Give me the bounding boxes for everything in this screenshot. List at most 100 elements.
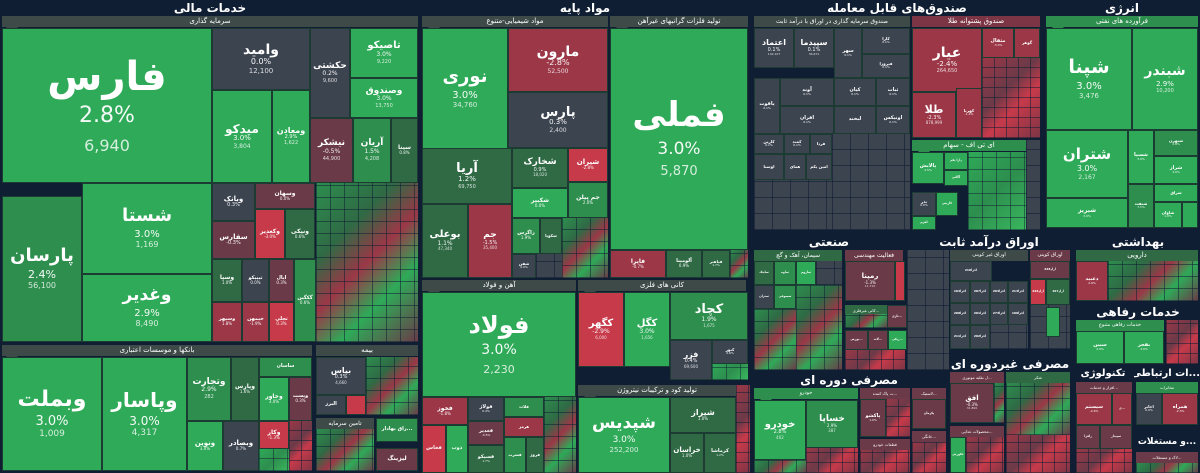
tile-jam[interactable]: جم -1.5% 35,400 xyxy=(468,204,512,278)
tile-vanovin[interactable]: ونوین 3.0% xyxy=(187,421,223,471)
tile-sistem[interactable]: سیستم -2.6% xyxy=(1076,393,1112,425)
tile-kogohar[interactable]: کگهر -2.9% 6,000 xyxy=(578,292,624,367)
tile-hekashti[interactable]: حکشتی 0.2% 9,600 xyxy=(310,28,350,118)
tile-bekab[interactable]: پکرمان xyxy=(912,399,946,429)
tile-vasafars[interactable]: سفارس -0.3% xyxy=(212,221,255,259)
tile-afrz213[interactable]: اخزا213 xyxy=(1008,281,1028,303)
tile-sepidma[interactable]: سپیدما 0.1% 36,672 xyxy=(794,28,834,68)
tile-afrz201[interactable]: اخزا201 xyxy=(970,303,990,325)
tile-shapna[interactable]: شپنا 3.0% 3,476 xyxy=(1046,28,1132,130)
tile-shatran[interactable]: شتران 3.0% 2,167 xyxy=(1046,130,1128,198)
tile-famaki[interactable]: فسپکو 1.7% xyxy=(468,445,504,473)
tile-shesh[interactable]: شفن 0.0% xyxy=(512,254,536,278)
tile-vakar[interactable]: وکار -1.3% xyxy=(259,421,289,449)
tile-kachad[interactable]: کچاد 1.9% 1,675 xyxy=(670,292,748,340)
tile-shekbir[interactable]: شکبیر 0.0% xyxy=(512,188,568,218)
tile-rafah[interactable]: رافزا xyxy=(1076,425,1100,449)
tile-bahas[interactable]: بپاس 0.3% 4,660 xyxy=(316,357,366,395)
tile-mosaic-fi-left[interactable] xyxy=(907,250,949,370)
tile-tipiko[interactable]: تیپیکو 0.0% xyxy=(242,259,269,302)
tile-afrz104[interactable]: اخزا104 xyxy=(950,281,970,303)
tile-tala[interactable]: طلا -2.3% 878,999 xyxy=(912,92,956,138)
tile-sarom[interactable]: ساروم xyxy=(796,261,816,285)
tile-sipp[interactable]: ...ی xyxy=(1112,393,1132,425)
tile-afrz204[interactable]: اخزا204 xyxy=(990,281,1008,303)
tile-shavan[interactable]: شاوان 1.0% xyxy=(1154,202,1182,228)
tile-harmoz[interactable]: هرمز xyxy=(504,417,544,437)
tile-dara[interactable]: دارا یکم xyxy=(944,152,968,170)
tile-afrz208[interactable]: اخزا208 xyxy=(950,303,970,325)
tile-fameli[interactable]: فملی 3.0% 5,870 xyxy=(610,28,748,250)
tile-hamrah[interactable]: همراه -2.3% xyxy=(1162,393,1198,425)
tile-zob[interactable]: ذوب xyxy=(446,425,468,473)
tile-vapars[interactable]: وپارس 1.6% xyxy=(231,357,259,421)
tile-leasing[interactable]: لیزینگ xyxy=(376,448,418,471)
tile-maroun[interactable]: مارون -2.8% 52,500 xyxy=(508,28,608,92)
tile-vsapa[interactable]: وسپا 1.0% xyxy=(212,259,242,302)
tile-arad167[interactable]: اراد167 xyxy=(1046,279,1070,305)
tile-tapico[interactable]: تاصیکو 3.0% 9,220 xyxy=(350,28,418,78)
tile-dabid[interactable]: دعبید 2.9% xyxy=(1076,261,1108,301)
tile-karin[interactable]: کارین 0.1% xyxy=(754,134,784,154)
tile-ayar[interactable]: عیار -2.4% 264,650 xyxy=(912,28,982,92)
tile-folaj[interactable]: فولاژ 0.4% xyxy=(468,397,504,421)
tile-arian[interactable]: آریان 1.5% 4,208 xyxy=(353,118,391,183)
tile-mosaic-investment-small[interactable] xyxy=(316,183,418,342)
tile-mosaic-cement-3[interactable] xyxy=(816,261,842,285)
tile-afrz210[interactable]: اخزا210 xyxy=(950,261,992,281)
tile-arad226[interactable]: اراد226 xyxy=(1030,279,1046,305)
tile-shapdis[interactable]: شپدیس 3.0% 252,200 xyxy=(578,397,670,473)
tile-mosaic-tech[interactable] xyxy=(1076,449,1132,473)
tile-alumina[interactable]: آلومینا 0.9% xyxy=(666,250,702,278)
tile-mosaic-auto-2[interactable] xyxy=(754,460,806,473)
tile-mosaic-etf-right[interactable] xyxy=(1026,140,1040,230)
tile-mosaic-auto[interactable] xyxy=(806,448,858,473)
tile-hemal[interactable]: همای xyxy=(784,154,806,180)
tile-mosaic-non-coupon[interactable] xyxy=(990,325,1028,349)
tile-mosaic-capital-supply[interactable] xyxy=(316,429,374,471)
tile-mosaic-sugar[interactable] xyxy=(1006,383,1070,435)
tile-vamid[interactable]: وامید 0.0% 12,100 xyxy=(212,28,310,90)
tile-kian[interactable]: کیان 0.1% xyxy=(834,78,876,106)
tile-pars[interactable]: پارس 0.3% 2,400 xyxy=(508,92,608,148)
tile-shafan[interactable]: شنفت 7.1% xyxy=(1128,184,1154,228)
tile-shabriz[interactable]: شبریز 3.0% xyxy=(1046,198,1128,228)
tile-mosaic-chem-2[interactable] xyxy=(536,254,562,278)
tile-mosaic-industrial-misc[interactable] xyxy=(845,350,905,370)
tile-afran[interactable]: افران 0.1% xyxy=(780,106,834,134)
tile-pakhsho[interactable]: پاکشو 1.0% xyxy=(860,399,886,437)
tile-arya[interactable]: آریا 1.2% 69,750 xyxy=(422,148,512,204)
tile-vabsader[interactable]: وبصادر 0.7% xyxy=(223,421,259,471)
tile-mosaic-food[interactable] xyxy=(966,437,1004,473)
tile-vaghadir[interactable]: وغدیر 2.9% 8,490 xyxy=(82,274,212,342)
tile-mosaic-basic-right[interactable] xyxy=(736,385,750,473)
tile-shasta[interactable]: شستا 3.0% 1,169 xyxy=(82,183,212,274)
tile-kariz[interactable]: کاریس xyxy=(936,192,958,216)
tile-saitak[interactable]: سایتک xyxy=(754,261,774,285)
tile-bourse[interactable]: ...بورس xyxy=(845,330,868,350)
tile-shakoya[interactable]: شکویا xyxy=(540,218,562,254)
tile-kamand[interactable]: کمند 0.1% xyxy=(784,134,810,154)
tile-afgh[interactable]: افق -0.3% 31,800 xyxy=(950,383,994,423)
tile-ferrou[interactable]: فروژ xyxy=(526,437,544,473)
tile-sabat[interactable]: ثبات 0.1% xyxy=(876,78,910,106)
tile-asam[interactable]: اهرم xyxy=(912,216,936,230)
tile-mosaic-nonmetal[interactable] xyxy=(845,314,887,328)
tile-faghadir[interactable]: فغدیر -0.5% xyxy=(468,421,504,445)
tile-arad228[interactable]: اراد228 xyxy=(1030,261,1070,279)
tile-mosaic-auto-parts[interactable] xyxy=(860,450,910,473)
tile-kh-vo[interactable]: ...ریکی xyxy=(888,330,907,350)
tile-khamahan[interactable]: خیمهن -1.9% xyxy=(242,302,269,342)
tile-avand[interactable]: آوند 0.1% xyxy=(780,78,834,106)
tile-energy-small[interactable] xyxy=(1182,202,1198,228)
tile-ayal[interactable]: اپال 0.3% xyxy=(269,259,294,302)
tile-shabandar[interactable]: شبندر 2.9% 10,200 xyxy=(1132,28,1198,130)
tile-sahar[interactable]: سهر 0.1% xyxy=(834,28,862,78)
tile-kanor[interactable]: کنور 0.6% xyxy=(712,340,748,364)
tile-yaghout[interactable]: یاقوت 0.1% xyxy=(754,78,780,134)
tile-shiraz[interactable]: شیراز 1.0% xyxy=(670,397,736,433)
tile-kermasha[interactable]: کرماشا 1.2% xyxy=(704,433,736,473)
tile-vasandoq[interactable]: وصندوق 3.0% 13,750 xyxy=(350,78,418,118)
tile-kegol[interactable]: کگل 3.0% 1,656 xyxy=(624,292,670,367)
tile-mosaic-chem[interactable] xyxy=(562,218,608,278)
